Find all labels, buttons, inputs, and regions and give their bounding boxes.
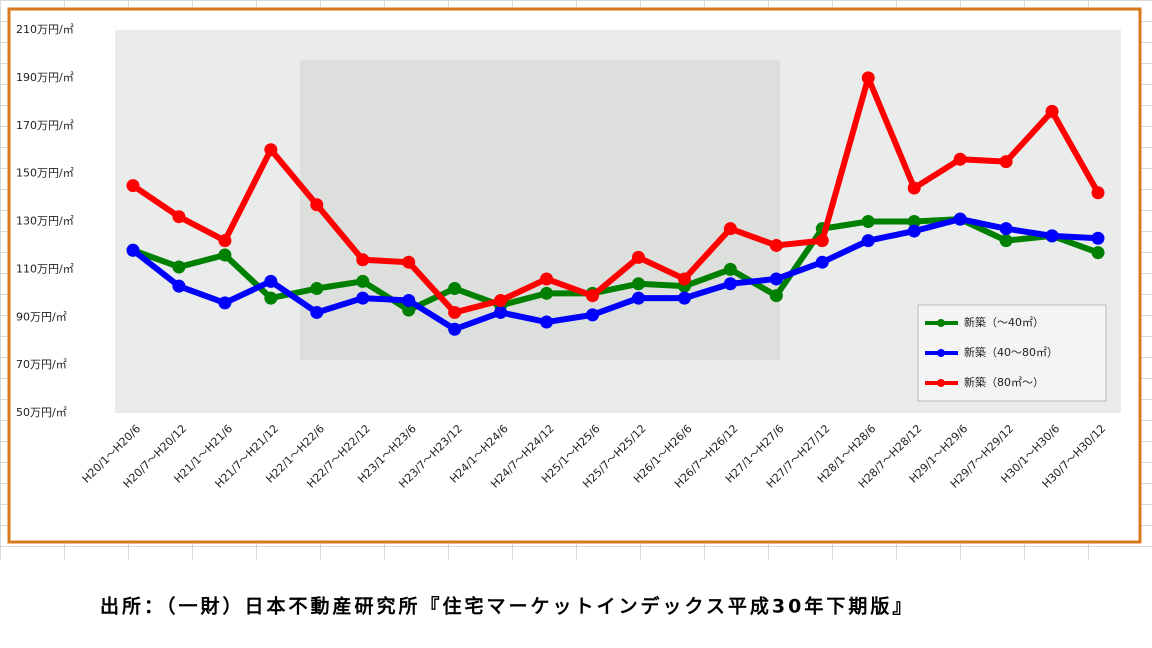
legend-label: 新築（80㎡～） <box>964 375 1044 389</box>
point <box>769 289 783 303</box>
point <box>448 305 462 319</box>
point <box>631 250 645 264</box>
point <box>631 277 645 291</box>
point <box>126 243 140 257</box>
point <box>172 279 186 293</box>
y-tick-label: 50万円/㎡ <box>16 406 67 419</box>
point <box>264 291 278 305</box>
point <box>907 215 921 228</box>
source-note: 出所：（一財）日本不動産研究所『住宅マーケットインデックス平成30年下期版』 <box>100 595 914 618</box>
point <box>861 215 875 228</box>
legend-label: 新築（～40㎡） <box>964 315 1044 329</box>
point <box>861 234 875 248</box>
point <box>356 253 370 267</box>
y-tick-label: 190万円/㎡ <box>16 71 74 84</box>
point <box>126 179 140 193</box>
legend-marker <box>937 319 945 327</box>
point <box>172 210 186 224</box>
y-tick-label: 130万円/㎡ <box>16 215 74 228</box>
point <box>1091 231 1105 245</box>
point <box>356 291 370 305</box>
point <box>494 293 508 307</box>
point <box>494 305 508 319</box>
point <box>1045 104 1059 118</box>
series-line <box>131 74 1101 316</box>
point <box>218 296 232 310</box>
point <box>402 255 416 269</box>
point <box>540 315 554 329</box>
y-tick-label: 210万円/㎡ <box>16 23 74 36</box>
point <box>264 274 278 288</box>
legend-label: 新築（40～80㎡） <box>964 345 1058 359</box>
building-photo <box>300 60 780 360</box>
legend-marker <box>937 349 945 357</box>
point <box>907 181 921 195</box>
point <box>907 224 921 238</box>
point <box>953 152 967 166</box>
point <box>999 155 1013 169</box>
point <box>677 291 691 305</box>
point <box>540 272 554 286</box>
point <box>723 277 737 291</box>
point <box>723 222 737 236</box>
y-tick-label: 110万円/㎡ <box>16 262 74 275</box>
point <box>356 274 370 288</box>
point <box>769 238 783 252</box>
point <box>402 303 416 317</box>
point <box>586 308 600 322</box>
point <box>631 291 645 305</box>
point <box>999 222 1013 236</box>
point <box>1091 186 1105 200</box>
legend-marker <box>937 379 945 387</box>
point <box>1045 229 1059 243</box>
point <box>677 272 691 286</box>
point <box>861 71 875 85</box>
point <box>723 262 737 276</box>
point <box>815 255 829 269</box>
point <box>448 282 462 296</box>
point <box>769 272 783 286</box>
point <box>402 293 416 307</box>
sheet-area <box>0 560 1152 648</box>
point <box>310 198 324 212</box>
point <box>264 143 278 157</box>
y-tick-label: 150万円/㎡ <box>16 167 74 180</box>
point <box>815 234 829 248</box>
point <box>586 289 600 303</box>
y-tick-label: 90万円/㎡ <box>16 310 67 323</box>
point <box>953 212 967 226</box>
point <box>540 286 554 300</box>
y-tick-label: 70万円/㎡ <box>16 358 67 371</box>
series-line <box>131 216 1099 333</box>
point <box>172 260 186 274</box>
point <box>310 305 324 319</box>
y-tick-label: 170万円/㎡ <box>16 119 74 132</box>
point <box>448 322 462 336</box>
point <box>310 282 324 296</box>
point <box>218 248 232 262</box>
point <box>1091 246 1105 260</box>
point <box>999 234 1013 248</box>
point <box>218 234 232 248</box>
